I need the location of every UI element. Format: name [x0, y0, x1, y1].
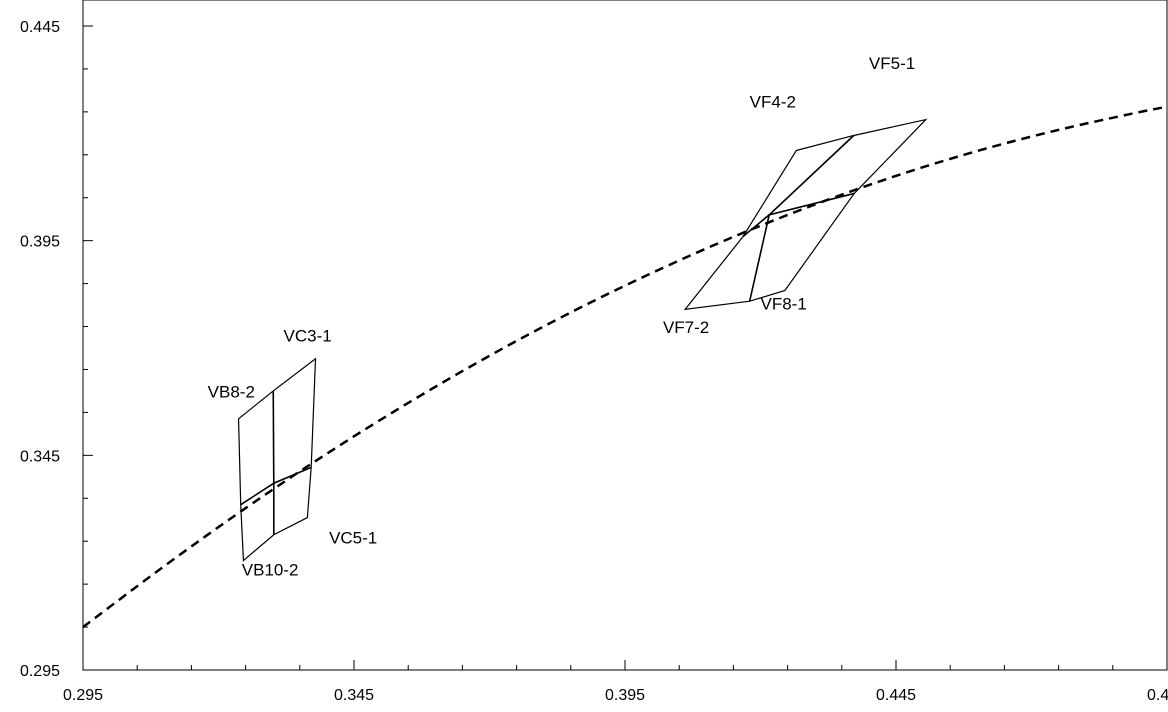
minor-ticks: [83, 68, 1114, 670]
x-tick-label: 0.445: [876, 687, 916, 704]
quadrangle-label: VB10-2: [242, 561, 299, 580]
quadrangle-outline: [237, 357, 317, 562]
quadrangle-2: VF4-2 VF5-1 VF7-2 VF8-1: [663, 54, 928, 337]
x-axis-ticks: 0.295 0.345 0.395 0.445 0.495: [63, 660, 1168, 704]
quadrangle-label: VF5-1: [869, 54, 915, 73]
x-tick-label: 0.345: [334, 687, 374, 704]
x-tick-label: 0.395: [605, 687, 645, 704]
quadrangle-label: VF8-1: [761, 294, 807, 313]
quadrangle-divider-b: [742, 192, 855, 237]
quadrangle-label: VF7-2: [663, 318, 709, 337]
y-tick-label: 0.345: [20, 448, 60, 465]
quadrangle-divider-a: [272, 390, 275, 535]
y-tick-label: 0.395: [20, 234, 60, 251]
quadrangle-outline: [683, 118, 928, 311]
x-tick-label: 0.495: [1147, 687, 1168, 704]
dashed-curve: [82, 105, 1168, 629]
y-tick-label: 0.445: [20, 19, 60, 36]
quadrangle-label: VB8-2: [208, 382, 255, 401]
quadrangle-label: VC5-1: [329, 528, 377, 547]
quadrangle-1: VB8-2 VC3-1 VC5-1 VB10-2: [208, 327, 378, 580]
y-tick-label: 0.295: [20, 663, 60, 680]
y-axis-ticks: 0.295 0.345 0.395 0.445: [20, 19, 93, 680]
quadrangle-divider-b: [240, 466, 312, 506]
x-tick-label: 0.295: [63, 687, 103, 704]
quadrangle-label: VC3-1: [284, 327, 332, 346]
quadrangles: VB8-2 VC3-1 VC5-1 VB10-2 VF4-2 VF5-1 VF7-2 VF8-…: [208, 54, 928, 580]
quadrangle-label: VF4-2: [750, 93, 796, 112]
